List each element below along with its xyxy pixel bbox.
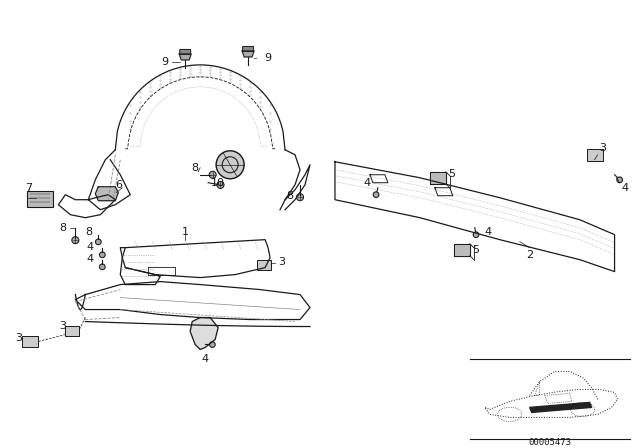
Text: 4: 4 — [202, 354, 209, 365]
Text: 3: 3 — [278, 257, 285, 267]
Circle shape — [72, 237, 79, 244]
Polygon shape — [58, 195, 115, 218]
Polygon shape — [242, 51, 254, 57]
Polygon shape — [530, 402, 591, 413]
Text: 5: 5 — [448, 169, 455, 179]
Bar — [65, 326, 79, 336]
Text: 3: 3 — [59, 320, 66, 331]
Bar — [587, 149, 603, 161]
Text: 4: 4 — [364, 178, 371, 188]
Text: 1: 1 — [182, 227, 189, 237]
Bar — [22, 336, 38, 348]
Circle shape — [617, 177, 623, 183]
Bar — [257, 260, 271, 270]
Circle shape — [95, 239, 101, 245]
Text: 8: 8 — [191, 163, 199, 173]
Polygon shape — [430, 172, 446, 184]
Text: 6: 6 — [115, 180, 122, 190]
FancyBboxPatch shape — [243, 47, 253, 52]
Text: 4: 4 — [87, 241, 94, 252]
Text: 7: 7 — [25, 183, 32, 193]
Polygon shape — [179, 54, 191, 60]
Circle shape — [217, 181, 224, 189]
Text: 3: 3 — [599, 143, 606, 153]
Text: 9: 9 — [162, 57, 169, 67]
Text: 9: 9 — [264, 53, 271, 63]
Text: 00005473: 00005473 — [528, 438, 571, 447]
Circle shape — [473, 232, 479, 237]
Polygon shape — [454, 244, 470, 256]
Circle shape — [209, 342, 215, 347]
Circle shape — [209, 171, 216, 178]
Polygon shape — [95, 187, 118, 201]
Circle shape — [216, 151, 244, 179]
Text: 4: 4 — [484, 227, 492, 237]
FancyBboxPatch shape — [28, 191, 53, 207]
Polygon shape — [190, 318, 218, 349]
Text: 5: 5 — [472, 245, 479, 254]
Text: 8: 8 — [59, 223, 66, 233]
Text: 8: 8 — [84, 227, 92, 237]
Text: 2: 2 — [526, 250, 533, 260]
Circle shape — [373, 192, 379, 198]
Circle shape — [296, 194, 303, 201]
Text: 8: 8 — [287, 191, 294, 201]
Text: 4: 4 — [621, 183, 628, 193]
Circle shape — [100, 252, 105, 258]
FancyBboxPatch shape — [180, 49, 191, 54]
Text: 4: 4 — [87, 254, 94, 263]
Polygon shape — [335, 162, 614, 271]
Text: 10: 10 — [211, 178, 225, 188]
Circle shape — [100, 264, 105, 270]
Text: 3: 3 — [15, 332, 22, 343]
